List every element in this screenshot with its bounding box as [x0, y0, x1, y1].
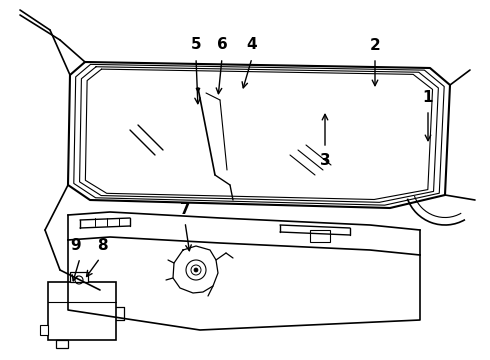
Text: 5: 5 [191, 37, 201, 52]
Text: 8: 8 [97, 238, 107, 253]
Bar [70, 272, 88, 282]
Text: 9: 9 [71, 238, 81, 253]
Text: 3: 3 [319, 153, 330, 168]
Text: 2: 2 [369, 38, 380, 53]
Circle shape [194, 268, 198, 272]
Text: 6: 6 [217, 37, 227, 52]
Bar [56, 340, 68, 348]
Text: 7: 7 [180, 202, 190, 217]
Bar [48, 282, 116, 340]
Bar [40, 325, 48, 335]
Text: 1: 1 [423, 90, 433, 105]
Bar [310, 230, 330, 242]
Text: 4: 4 [246, 37, 257, 52]
